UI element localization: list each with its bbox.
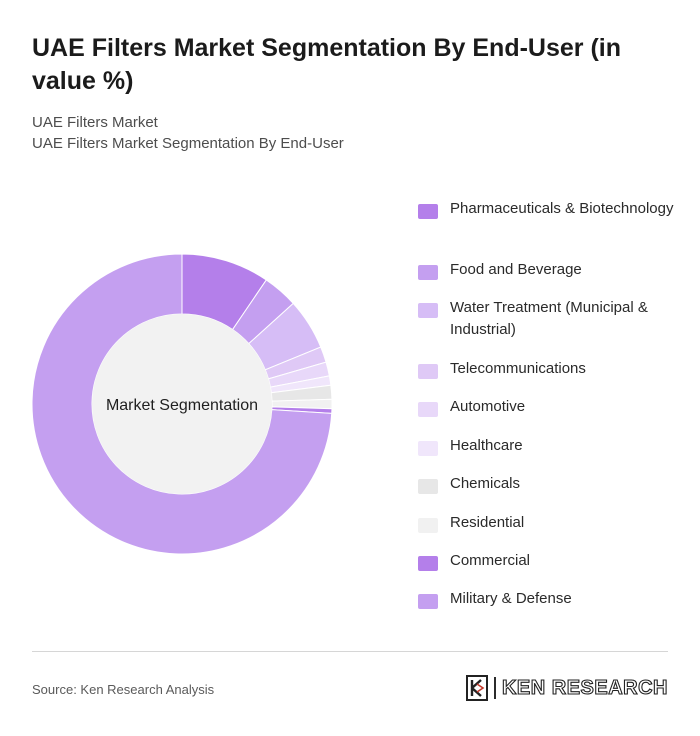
legend-item: Water Treatment (Municipal & Industrial) (418, 297, 678, 341)
donut-chart-svg: Market Segmentation (31, 253, 333, 555)
legend-swatch (418, 556, 438, 571)
legend-swatch (418, 265, 438, 280)
legend-label: Automotive (450, 398, 526, 415)
legend-label: Water Treatment (Municipal & Industrial) (450, 299, 648, 338)
legend-label: Telecommunications (450, 360, 586, 377)
brand-separator (493, 677, 496, 699)
center-label: Market Segmentation (106, 397, 258, 414)
legend-item: Commercial (418, 550, 678, 572)
legend-label: Residential (450, 514, 525, 531)
legend-swatch (418, 479, 438, 494)
subtitle-market: UAE Filters Market (32, 114, 158, 131)
legend-item: Automotive (418, 396, 678, 418)
brand-name: KEN RESEARCH (501, 676, 668, 699)
legend-label: Chemicals (450, 475, 521, 492)
source-note: Source: Ken Research Analysis (32, 682, 215, 697)
ken-research-logo-icon (465, 675, 488, 701)
donut-center (92, 314, 272, 494)
subtitle-segmentation: UAE Filters Market Segmentation By End-U… (32, 135, 344, 152)
legend-swatch (418, 402, 438, 417)
legend-swatch (418, 441, 438, 456)
legend-item: Residential (418, 512, 678, 534)
legend-swatch (418, 303, 438, 318)
legend-label: Pharmaceuticals & Biotechnology (450, 200, 674, 217)
legend-swatch (418, 594, 438, 609)
legend-item: Military & Defense (418, 588, 678, 610)
donut-chart: Market Segmentation (0, 180, 400, 630)
legend-item: Food and Beverage (418, 259, 678, 281)
legend-item: Healthcare (418, 435, 678, 457)
legend-item: Telecommunications (418, 358, 678, 380)
legend-swatch (418, 204, 438, 219)
legend-label: Healthcare (450, 437, 523, 454)
legend-item: Pharmaceuticals & Biotechnology (418, 198, 678, 220)
chart-title: UAE Filters Market Segmentation By End-U… (32, 34, 622, 95)
legend-item: Chemicals (418, 473, 678, 495)
chart-subtitle: UAE Filters Market UAE Filters Market Se… (32, 112, 652, 154)
legend-label: Military & Defense (450, 590, 572, 607)
footer-divider (32, 651, 668, 652)
brand-logo: KEN RESEARCH (465, 674, 668, 702)
legend-swatch (418, 364, 438, 379)
legend-label: Food and Beverage (450, 261, 582, 278)
legend-label: Commercial (450, 552, 531, 569)
legend-swatch (418, 518, 438, 533)
